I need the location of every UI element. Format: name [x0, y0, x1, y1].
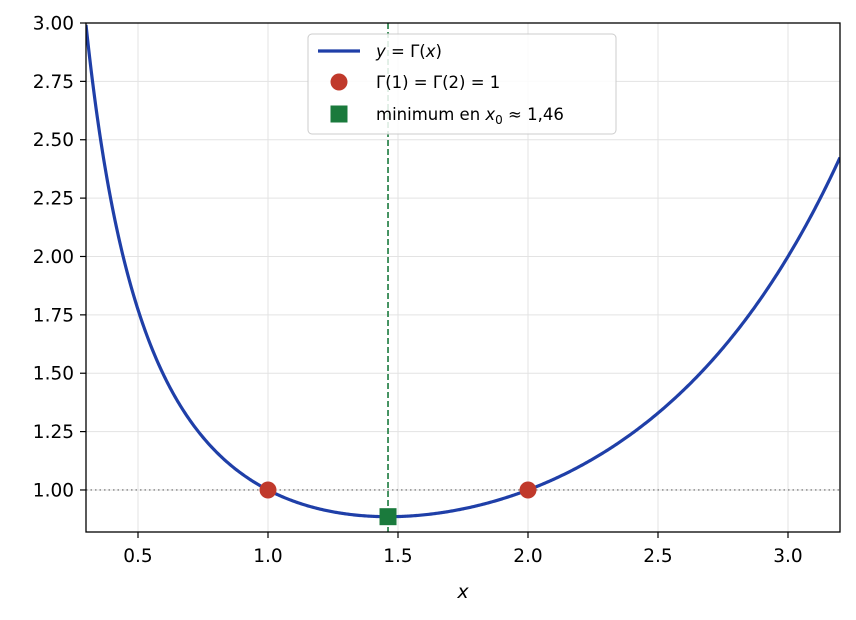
- x-tick-label: 1.0: [253, 546, 282, 567]
- y-axis: 1.00 1.25 1.50 1.75 2.00 2.25 2.50 2.75 3.00: [33, 14, 86, 501]
- y-tick-label: 3.00: [33, 14, 74, 35]
- x-tick-label: 3.0: [773, 546, 802, 567]
- legend-curve-label: y = Γ(x): [375, 42, 442, 61]
- x-tick-label: 0.5: [123, 546, 152, 567]
- x-tick-label: 1.5: [383, 546, 412, 567]
- y-tick-label: 1.25: [33, 422, 74, 443]
- legend: y = Γ(x) Γ(1) = Γ(2) = 1 minimum en x0 ≈…: [307, 33, 617, 135]
- legend-minimum-label: minimum en x0 ≈ 1,46: [376, 105, 564, 127]
- y-tick-label: 2.50: [33, 130, 74, 151]
- gamma-point: [519, 481, 537, 499]
- x-axis-title: x: [456, 581, 469, 603]
- x-tick-label: 2.0: [513, 546, 542, 567]
- legend-points-swatch: [330, 73, 348, 91]
- minimum-marker: [379, 508, 397, 526]
- legend-points-label: Γ(1) = Γ(2) = 1: [376, 73, 500, 92]
- x-tick-label: 2.5: [643, 546, 672, 567]
- y-tick-label: 1.00: [33, 480, 74, 501]
- x-axis: 0.5 1.0 1.5 2.0 2.5 3.0: [123, 532, 803, 567]
- legend-minimum-swatch: [330, 105, 348, 123]
- y-tick-label: 2.00: [33, 247, 74, 268]
- plot-frame: [85, 22, 841, 533]
- y-tick-label: 2.25: [33, 189, 74, 210]
- gamma-point: [259, 481, 277, 499]
- data-points: [259, 481, 537, 526]
- legend-box: [307, 33, 617, 135]
- y-tick-label: 1.75: [33, 305, 74, 326]
- y-tick-label: 1.50: [33, 364, 74, 385]
- y-tick-label: 2.75: [33, 72, 74, 93]
- gamma-curve: [86, 24, 840, 519]
